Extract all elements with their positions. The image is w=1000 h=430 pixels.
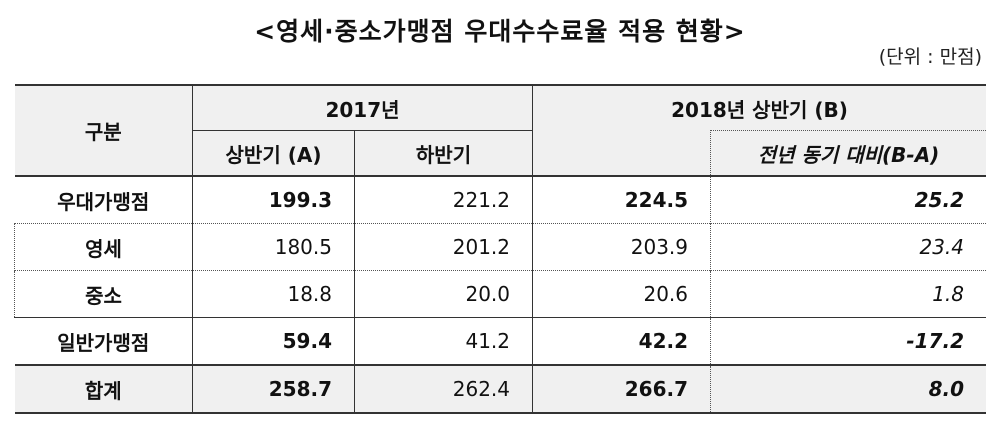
- cell-yoy: -17.2: [710, 317, 986, 365]
- cell-yoy: 23.4: [710, 223, 986, 271]
- cell-2017-h1: 18.8: [192, 270, 355, 318]
- cell-2017-h2: 262.4: [353, 364, 533, 414]
- row-label: 합계: [14, 364, 193, 414]
- cell-yoy: 8.0: [710, 364, 986, 414]
- header-2017-h2: 하반기: [353, 130, 533, 177]
- data-table: 구분 2017년 2018년 상반기 (B) 상반기 (A) 하반기 전년 동기…: [14, 84, 986, 414]
- cell-2017-h1: 59.4: [192, 317, 355, 365]
- cell-2018-h1: 20.6: [532, 270, 711, 318]
- cell-2017-h1: 199.3: [192, 176, 355, 224]
- cell-2017-h1: 180.5: [192, 223, 355, 271]
- cell-2018-h1: 203.9: [532, 223, 711, 271]
- header-yoy: 전년 동기 대비(B-A): [710, 130, 986, 177]
- cell-2017-h1: 258.7: [192, 364, 355, 414]
- cell-yoy: 1.8: [710, 270, 986, 318]
- unit-label: (단위 : 만점): [878, 46, 982, 68]
- header-2017: 2017년: [191, 84, 533, 131]
- cell-2017-h2: 20.0: [353, 270, 533, 318]
- row-label: 우대가맹점: [57, 189, 150, 214]
- header-category: 구분: [14, 84, 193, 177]
- cell-2017-h2: 201.2: [353, 223, 533, 271]
- row-label: 영세: [14, 223, 193, 271]
- cell-2017-h2: 221.2: [353, 176, 533, 224]
- cell-2018-h1: 224.5: [532, 176, 711, 224]
- row-label: 중소: [14, 270, 193, 318]
- header-2017-h1: 상반기 (A): [192, 130, 355, 177]
- cell-2018-h1: 42.2: [532, 317, 711, 365]
- cell-2017-h2: 41.2: [353, 317, 533, 365]
- cell-yoy: 25.2: [710, 176, 986, 224]
- header-2018-h1: 2018년 상반기 (B): [532, 84, 986, 131]
- page-title: <영세·중소가맹점 우대수수료율 적용 현황>: [254, 17, 746, 46]
- row-label: 일반가맹점: [14, 317, 193, 365]
- cell-2018-h1: 266.7: [532, 364, 711, 414]
- header-2018-blank: [532, 130, 711, 177]
